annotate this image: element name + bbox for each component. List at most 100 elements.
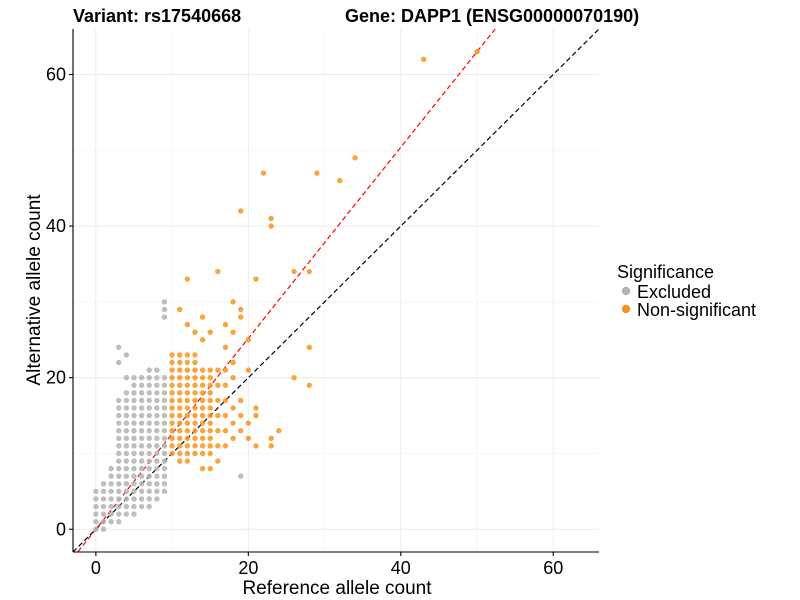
point-non-significant: [169, 374, 175, 381]
y-tick-label: 0: [56, 519, 66, 539]
point-excluded: [161, 458, 168, 464]
point-excluded: [138, 374, 145, 381]
point-non-significant: [207, 412, 213, 419]
point-non-significant: [184, 458, 191, 464]
point-excluded: [123, 465, 130, 472]
point-excluded: [161, 299, 168, 305]
point-non-significant: [192, 382, 198, 388]
data-points: [93, 49, 480, 532]
point-non-significant: [199, 420, 206, 426]
point-excluded: [138, 397, 145, 404]
point-excluded: [108, 481, 114, 487]
point-non-significant: [192, 374, 198, 381]
point-excluded: [123, 511, 130, 517]
chart-title-gene: Gene: DAPP1 (ENSG00000070190): [345, 6, 639, 26]
point-non-significant: [169, 450, 175, 457]
point-non-significant: [253, 276, 259, 282]
point-non-significant: [245, 435, 252, 442]
point-excluded: [146, 374, 152, 381]
point-non-significant: [207, 450, 213, 457]
point-non-significant: [192, 329, 198, 335]
point-excluded: [154, 496, 160, 502]
point-excluded: [131, 496, 137, 502]
point-non-significant: [184, 390, 191, 396]
point-non-significant: [177, 428, 183, 434]
point-non-significant: [199, 405, 206, 411]
point-non-significant: [222, 382, 229, 388]
point-excluded: [161, 488, 168, 495]
point-non-significant: [420, 56, 427, 63]
point-excluded: [116, 473, 122, 479]
point-excluded: [116, 420, 122, 426]
point-excluded: [123, 420, 130, 426]
y-tick-label: 20: [46, 368, 66, 388]
point-non-significant: [215, 458, 221, 464]
point-excluded: [108, 503, 114, 510]
point-excluded: [131, 397, 137, 404]
point-non-significant: [199, 374, 206, 381]
point-excluded: [131, 511, 137, 517]
y-tick-label: 40: [46, 216, 66, 236]
point-excluded: [154, 481, 160, 487]
point-excluded: [138, 473, 145, 479]
point-excluded: [154, 465, 160, 472]
point-excluded: [161, 306, 168, 313]
point-non-significant: [199, 314, 206, 320]
point-excluded: [138, 382, 145, 388]
point-excluded: [100, 511, 107, 517]
point-non-significant: [352, 155, 358, 161]
point-non-significant: [199, 397, 206, 404]
point-non-significant: [192, 435, 198, 442]
point-non-significant: [253, 405, 259, 411]
point-non-significant: [169, 382, 175, 388]
point-non-significant: [222, 344, 229, 351]
point-excluded: [108, 488, 114, 495]
point-excluded: [138, 458, 145, 464]
point-non-significant: [184, 321, 191, 328]
point-excluded: [131, 488, 137, 495]
point-non-significant: [238, 428, 244, 434]
point-excluded: [161, 435, 168, 442]
legend-label-excluded: Excluded: [637, 282, 711, 302]
point-non-significant: [215, 367, 221, 373]
point-non-significant: [238, 314, 244, 320]
point-excluded: [146, 465, 152, 472]
point-non-significant: [192, 405, 198, 411]
point-non-significant: [230, 420, 236, 426]
point-excluded: [116, 511, 122, 517]
point-excluded: [123, 443, 130, 449]
point-non-significant: [184, 397, 191, 404]
point-non-significant: [169, 390, 175, 396]
x-tick-label: 20: [238, 558, 258, 578]
point-excluded: [123, 488, 130, 495]
point-non-significant: [192, 390, 198, 396]
point-non-significant: [245, 367, 252, 373]
point-non-significant: [222, 367, 229, 373]
point-excluded: [131, 428, 137, 434]
point-non-significant: [199, 382, 206, 388]
point-excluded: [138, 481, 145, 487]
point-non-significant: [222, 397, 229, 404]
point-excluded: [154, 397, 160, 404]
point-excluded: [161, 397, 168, 404]
point-excluded: [131, 405, 137, 411]
point-excluded: [131, 390, 137, 396]
point-excluded: [161, 428, 168, 434]
point-excluded: [161, 382, 168, 388]
point-non-significant: [177, 458, 183, 464]
point-non-significant: [230, 329, 236, 335]
point-excluded: [161, 443, 168, 449]
point-non-significant: [238, 208, 244, 214]
point-non-significant: [169, 420, 175, 426]
point-non-significant: [268, 443, 274, 449]
point-excluded: [116, 518, 122, 525]
point-excluded: [116, 488, 122, 495]
point-non-significant: [230, 359, 236, 366]
point-excluded: [138, 435, 145, 442]
point-non-significant: [199, 435, 206, 442]
point-non-significant: [222, 428, 229, 434]
point-non-significant: [222, 412, 229, 419]
point-non-significant: [184, 405, 191, 411]
legend-key-non-significant: [621, 304, 631, 314]
point-excluded: [138, 390, 145, 396]
